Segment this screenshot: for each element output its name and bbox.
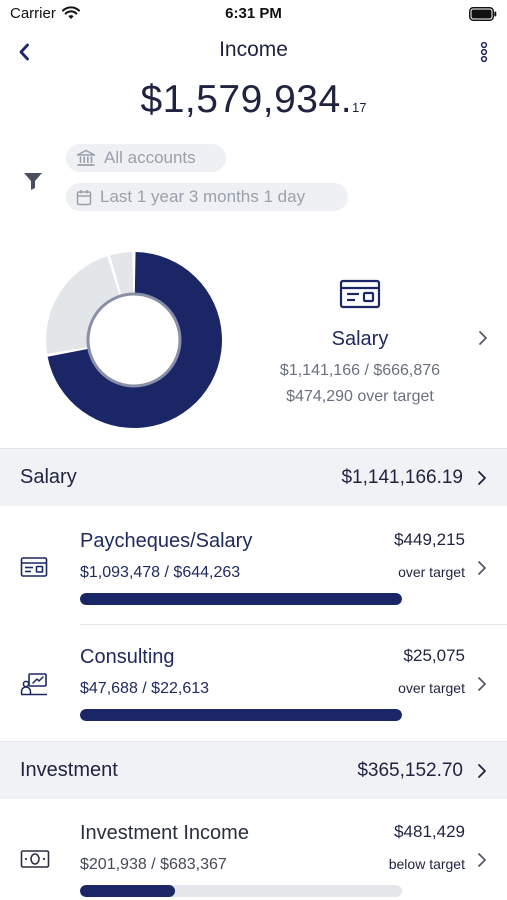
total-amount: $1,579,934. xyxy=(140,78,353,121)
chevron-right-icon xyxy=(478,853,486,867)
back-button[interactable] xyxy=(10,38,38,66)
row-amount: $25,075 xyxy=(403,646,465,665)
wifi-icon xyxy=(62,6,80,25)
carrier-label: Carrier xyxy=(10,5,56,22)
donut-hole xyxy=(86,292,182,388)
filter-icon[interactable] xyxy=(22,170,44,197)
row-target-status: below target xyxy=(388,856,465,872)
row-progress-text: $201,938 / $683,367 xyxy=(80,856,227,873)
row-target-status: over target xyxy=(398,680,465,696)
row-progress-text: $47,688 / $22,613 xyxy=(80,680,210,697)
chevron-right-icon[interactable] xyxy=(478,330,488,346)
section-header-investment[interactable]: Investment $365,152.70 xyxy=(0,741,507,799)
total-cents: 17 xyxy=(352,100,367,115)
salary-card-icon xyxy=(339,279,381,309)
section-name: Investment xyxy=(20,759,118,781)
row-divider xyxy=(80,624,507,625)
page-title: Income xyxy=(219,38,288,61)
navigation-bar: Income xyxy=(0,30,507,74)
battery-icon xyxy=(469,7,497,26)
status-time: 6:31 PM xyxy=(225,5,282,22)
chevron-right-icon xyxy=(478,677,486,691)
period-filter-chip[interactable]: Last 1 year 3 months 1 day xyxy=(66,183,348,211)
accounts-filter-chip[interactable]: All accounts xyxy=(66,144,226,172)
calendar-icon xyxy=(76,189,92,205)
progress-bar xyxy=(80,593,402,605)
income-donut-chart[interactable] xyxy=(44,250,224,430)
chevron-right-icon xyxy=(478,561,486,575)
row-title: Investment Income xyxy=(80,822,249,844)
row-amount: $481,429 xyxy=(394,822,465,841)
section-amount: $1,141,166.19 xyxy=(341,466,463,488)
status-bar: Carrier 6:31 PM xyxy=(0,0,507,28)
progress-fill xyxy=(80,709,402,721)
list-item[interactable]: Consulting $47,688 / $22,613 $25,075 ove… xyxy=(0,624,507,740)
period-filter-label: Last 1 year 3 months 1 day xyxy=(100,187,306,206)
section-header-salary[interactable]: Salary $1,141,166.19 xyxy=(0,448,507,506)
progress-fill xyxy=(80,593,402,605)
vertical-dots-icon xyxy=(480,41,488,63)
list-item[interactable]: Paycheques/Salary $1,093,478 / $644,263 … xyxy=(0,508,507,624)
progress-bar xyxy=(80,709,402,721)
donut-slice-salary[interactable] xyxy=(47,252,222,428)
row-progress-text: $1,093,478 / $644,263 xyxy=(80,564,241,581)
accounts-filter-label: All accounts xyxy=(104,148,196,167)
list-item[interactable]: Investment Income $201,938 / $683,367 $4… xyxy=(0,800,507,900)
donut-slice-other[interactable] xyxy=(110,252,134,296)
paycheque-card-icon xyxy=(20,556,48,583)
chevron-left-icon xyxy=(19,43,29,61)
cash-bill-icon xyxy=(20,848,50,875)
progress-bar xyxy=(80,885,402,897)
income-total: $1,579,934.17 xyxy=(0,78,507,122)
consulting-icon xyxy=(20,672,48,701)
bank-icon xyxy=(76,149,96,166)
chevron-right-icon xyxy=(478,471,486,485)
row-target-status: over target xyxy=(398,564,465,580)
more-options-button[interactable] xyxy=(473,38,495,66)
row-title: Paycheques/Salary xyxy=(80,530,253,552)
chevron-right-icon xyxy=(478,764,486,778)
legend-amount: $1,141,166 / $666,876 xyxy=(279,362,441,379)
donut-slice-investment[interactable] xyxy=(45,256,120,354)
section-amount: $365,152.70 xyxy=(357,759,463,781)
row-amount: $449,215 xyxy=(394,530,465,549)
progress-fill xyxy=(80,885,175,897)
legend-category-name: Salary xyxy=(331,328,389,350)
row-title: Consulting xyxy=(80,646,175,668)
legend-target-status: $474,290 over target xyxy=(286,388,434,405)
donut-legend[interactable]: Salary $1,141,166 / $666,876 $474,290 ov… xyxy=(240,278,480,407)
section-name: Salary xyxy=(20,466,77,488)
